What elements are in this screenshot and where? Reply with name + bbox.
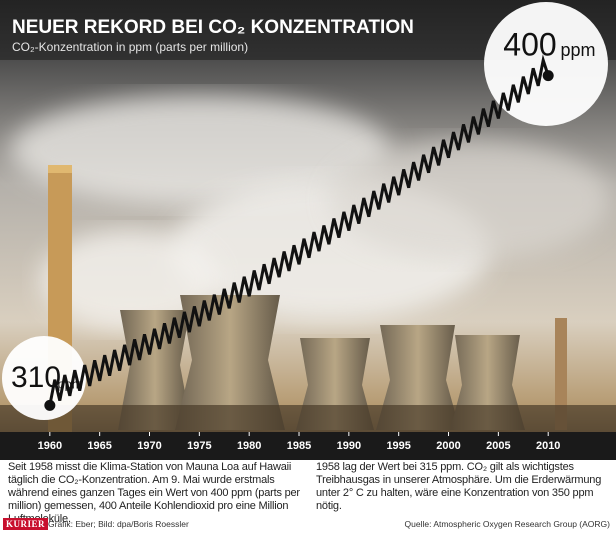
logo: KURIER (3, 518, 49, 530)
x-tick-label: 1975 (187, 440, 211, 452)
end-unit-label: ppm (560, 40, 595, 60)
end-value-label: 400 (503, 26, 556, 62)
x-tick-label: 1995 (386, 440, 410, 452)
x-tick-label: 1965 (87, 440, 111, 452)
x-tick-label: 2010 (536, 440, 560, 452)
x-tick-label: 2000 (436, 440, 460, 452)
end-point (542, 70, 554, 82)
x-tick-label: 1980 (237, 440, 261, 452)
paragraph: Seit 1958 misst die Klima-Station von Ma… (8, 461, 300, 525)
chart-subtitle: CO₂-Konzentration in ppm (parts per mill… (12, 40, 248, 54)
x-tick-label: 1985 (287, 440, 311, 452)
chart: NEUER REKORD BEI CO₂ KONZENTRATION CO₂-K… (0, 0, 616, 460)
chart-title: NEUER REKORD BEI CO₂ KONZENTRATION (12, 17, 414, 38)
x-tick-label: 1990 (337, 440, 361, 452)
x-axis-band (0, 432, 616, 460)
start-badge (2, 336, 86, 420)
paragraph: 1958 lag der Wert bei 315 ppm. CO₂ gilt … (316, 461, 602, 512)
end-point (44, 399, 56, 411)
x-tick-label: 2005 (486, 440, 510, 452)
credit: Grafik: Eber; Bild: dpa/Boris Roessler (48, 519, 189, 529)
x-tick-label: 1970 (137, 440, 161, 452)
source: Quelle: Atmospheric Oxygen Research Grou… (404, 519, 611, 529)
x-tick-label: 1960 (38, 440, 62, 452)
co2-line (48, 54, 550, 406)
